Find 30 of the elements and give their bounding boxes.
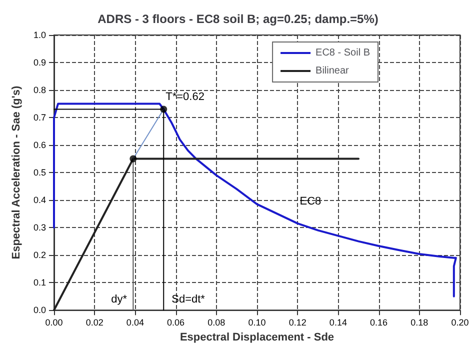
x-tick-label: 0.02: [86, 318, 104, 328]
y-tick-label: 0.7: [33, 112, 46, 123]
x-tick-label: 0.10: [248, 318, 266, 328]
y-tick-label: 0.9: [33, 58, 46, 68]
x-tick-label: 0.18: [410, 318, 428, 328]
x-tick-label: 0.08: [208, 318, 226, 328]
x-tick-label: 0.00: [45, 318, 63, 328]
y-tick-label: 1.0: [33, 30, 46, 40]
y-tick-label: 0.6: [33, 140, 46, 150]
annotation: Sd=dt*: [172, 294, 206, 306]
x-tick-label: 0.12: [288, 318, 306, 328]
annotation: dy*: [111, 294, 128, 306]
x-tick-label: 0.20: [451, 318, 469, 328]
y-tick-label: 0.4: [33, 195, 46, 206]
y-tick-label: 0.8: [33, 85, 46, 96]
chart-title: ADRS - 3 floors - EC8 soil B; ag=0.25; damp.=5%): [98, 12, 378, 26]
x-axis-title: Espectral Displacement - Sde: [180, 332, 334, 344]
y-tick-label: 0.5: [33, 168, 46, 178]
x-tick-label: 0.16: [370, 318, 388, 328]
y-tick-label: 0.1: [33, 278, 46, 288]
y-axis-title: Espectral Acceleration - Sae (g's): [10, 86, 22, 260]
y-tick-label: 0.0: [33, 305, 46, 316]
legend-label: Bilinear: [316, 66, 350, 76]
x-tick-label: 0.06: [167, 318, 185, 328]
y-tick-label: 0.2: [33, 250, 46, 260]
annotation: T*=0.62: [166, 90, 204, 103]
y-tick-label: 0.3: [33, 222, 46, 233]
legend-label: EC8 - Soil B: [316, 48, 370, 58]
x-tick-label: 0.14: [329, 318, 347, 328]
x-tick-label: 0.04: [126, 318, 144, 328]
